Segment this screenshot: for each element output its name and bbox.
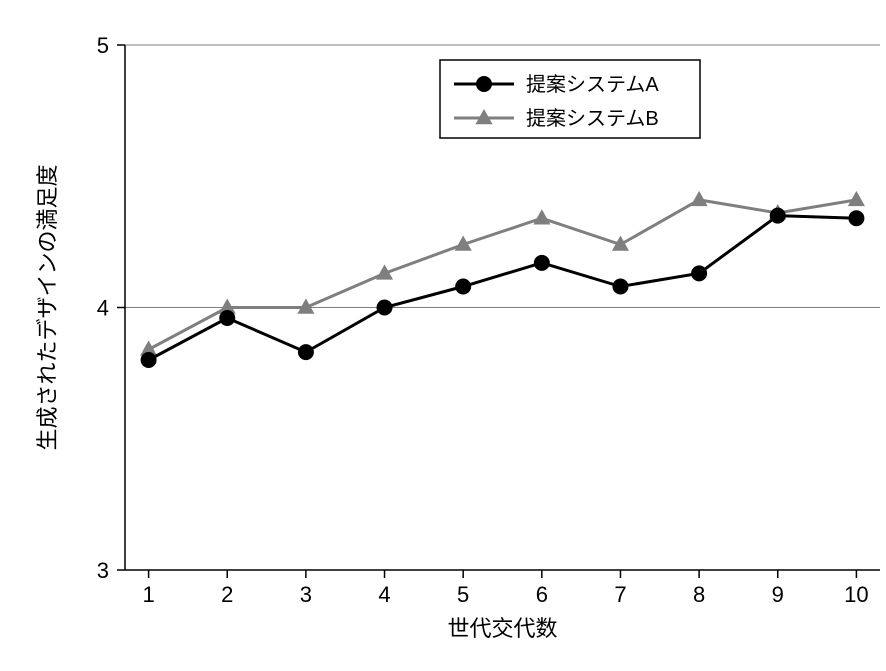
data-point-circle (377, 300, 393, 316)
chart-container: 1 2 3 4 5 6 7 8 9 10 3 4 5 世代交代数 生成されたデザインの満足度 提案システムA 提… (20, 20, 886, 651)
data-point-circle (770, 208, 786, 224)
x-tick-label: 7 (614, 582, 626, 607)
x-tick-label: 1 (142, 582, 154, 607)
legend-marker-circle (476, 76, 492, 92)
y-axis-label: 生成されたデザインの満足度 (35, 164, 60, 450)
legend-label: 提案システムA (526, 73, 659, 96)
y-tick-label: 4 (97, 296, 109, 321)
line-chart: 1 2 3 4 5 6 7 8 9 10 3 4 5 世代交代数 生成されたデザインの満足度 提案システムA 提… (20, 20, 886, 651)
y-tick-label: 5 (97, 33, 109, 58)
data-point-circle (455, 279, 471, 295)
y-tick-label: 3 (97, 558, 109, 583)
x-tick-label: 9 (772, 582, 784, 607)
x-tick-label: 3 (300, 582, 312, 607)
data-point-circle (612, 279, 628, 295)
data-point-circle (691, 265, 707, 281)
legend-label: 提案システムB (526, 107, 659, 130)
data-point-circle (298, 344, 314, 360)
x-tick-label: 4 (378, 582, 390, 607)
x-tick-label: 5 (457, 582, 469, 607)
x-tick-label: 10 (844, 582, 868, 607)
data-point-circle (219, 310, 235, 326)
x-tick-label: 8 (693, 582, 705, 607)
x-axis-label: 世代交代数 (447, 616, 557, 641)
x-tick-label: 6 (536, 582, 548, 607)
x-tick-label: 2 (221, 582, 233, 607)
data-point-circle (534, 255, 550, 271)
data-point-circle (848, 210, 864, 226)
data-point-circle (141, 352, 157, 368)
